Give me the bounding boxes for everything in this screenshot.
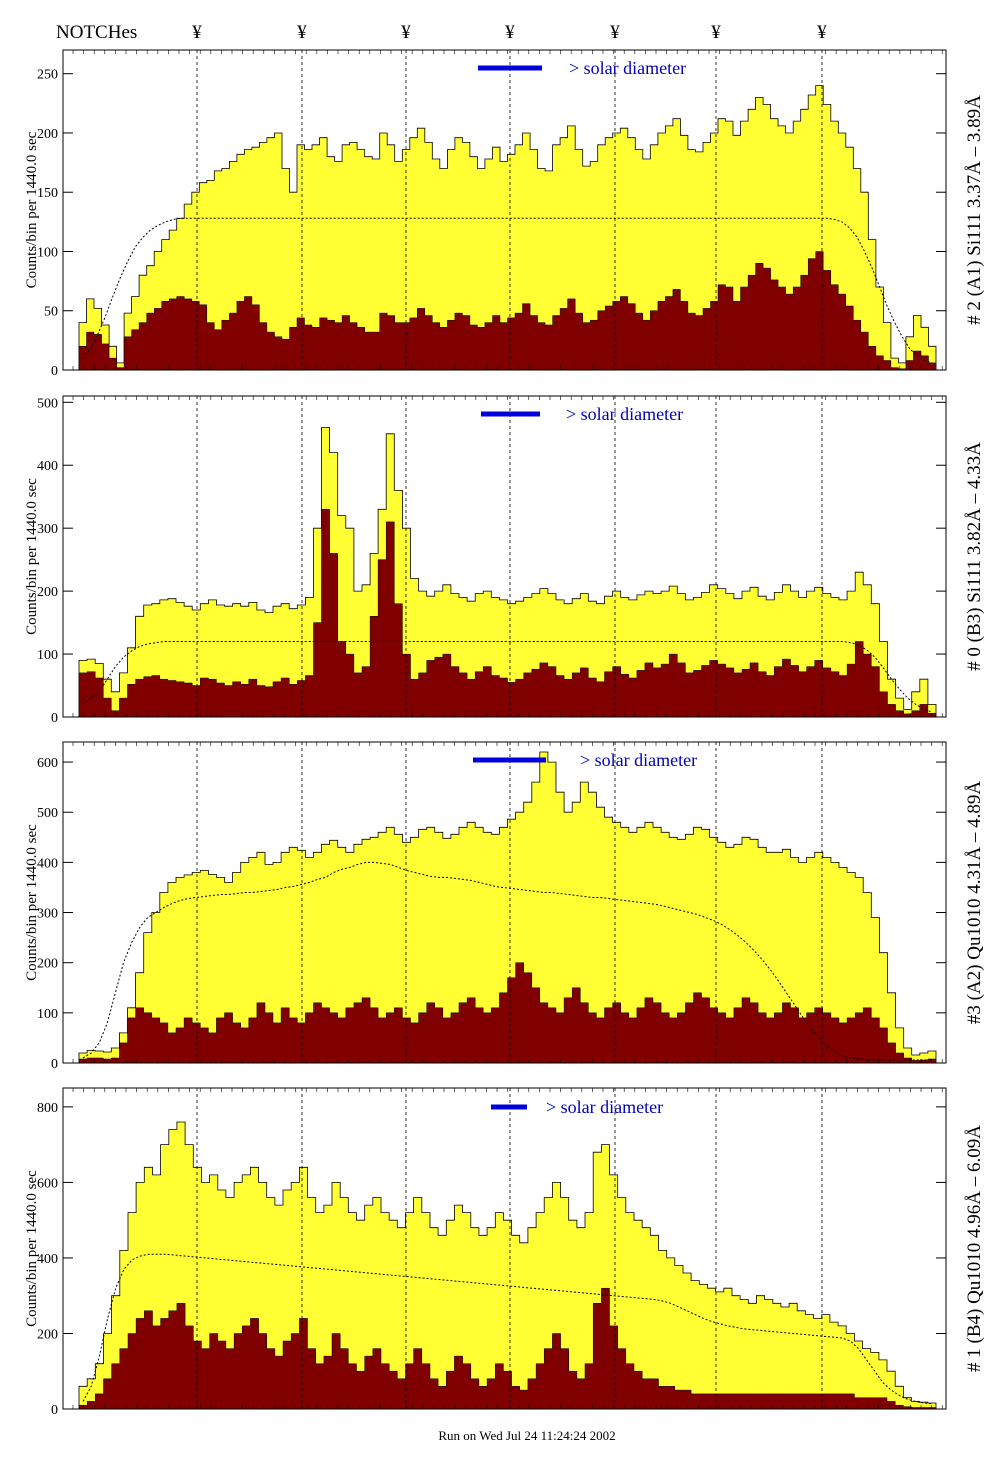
y-tick-label: 250 [37, 68, 58, 83]
y-tick-label: 100 [37, 245, 58, 260]
notch-marker-3: ¥ [401, 22, 411, 43]
y-tick-label: 100 [37, 1007, 58, 1022]
lower-histogram-series [78, 509, 937, 718]
panel-4: 0 200 400 600 800 Counts/bin per 1440.0 sec # … [24, 1087, 985, 1418]
lower-histogram-series [78, 251, 937, 371]
upper-histogram-series [78, 751, 937, 1064]
y-tick-label: 400 [37, 856, 58, 871]
notch-markers: ¥ ¥ ¥ ¥ ¥ ¥ ¥ [192, 22, 827, 43]
y-tick-label: 0 [51, 364, 58, 379]
y-tick-label: 0 [51, 1057, 58, 1072]
notch-marker-2: ¥ [297, 22, 307, 43]
y-tick-label: 400 [37, 459, 58, 474]
y-tick-label: 600 [37, 1176, 58, 1191]
y-axis-label: Counts/bin per 1440.0 sec [24, 478, 40, 635]
y-tick-label: 200 [37, 957, 58, 972]
notches-label: NOTCHes [56, 22, 137, 43]
notch-marker-7: ¥ [817, 22, 827, 43]
y-axis-label: Counts/bin per 1440.0 sec [24, 1170, 40, 1327]
y-tick-label: 300 [37, 522, 58, 537]
y-tick-label: 200 [37, 127, 58, 142]
lower-histogram-series [78, 1287, 937, 1410]
y-tick-label: 400 [37, 1252, 58, 1267]
panels: 0 50 100 150 200 250 Counts/bin per 1440.0 sec… [24, 49, 985, 1418]
model-curve [82, 641, 933, 713]
upper-histogram-series [78, 427, 937, 718]
solar-diameter-label: > solar diameter [569, 58, 686, 78]
model-curve [82, 217, 933, 364]
panel-right-label: # 0 (B3) Si111 3.82Å – 4.33Å [964, 442, 985, 671]
notch-marker-4: ¥ [505, 22, 515, 43]
panel-1: 0 50 100 150 200 250 Counts/bin per 1440.0 sec… [24, 49, 985, 379]
panel-right-label: #3 (A2) Qu1010 4.31Å – 4.89Å [964, 781, 985, 1025]
run-timestamp: Run on Wed Jul 24 11:24:24 2002 [438, 1428, 615, 1443]
y-axis-label: Counts/bin per 1440.0 sec [24, 824, 40, 981]
y-tick-label: 200 [37, 585, 58, 600]
y-tick-label: 500 [37, 806, 58, 821]
notch-marker-1: ¥ [192, 22, 202, 43]
lower-histogram-series [78, 962, 937, 1064]
panel-right-label: # 2 (A1) Si111 3.37Å – 3.89Å [964, 95, 985, 325]
y-tick-label: 0 [51, 1403, 58, 1418]
panel-2: 0 100 200 300 400 500 Counts/bin per 1440.0 se… [24, 395, 985, 726]
notch-marker-6: ¥ [711, 22, 721, 43]
y-tick-label: 600 [37, 756, 58, 771]
model-curve [82, 1253, 932, 1405]
plot-frame [62, 395, 947, 718]
plot-frame [62, 49, 947, 371]
y-tick-label: 500 [37, 396, 58, 411]
solar-diameter-label: > solar diameter [566, 404, 683, 424]
notch-marker-5: ¥ [610, 22, 620, 43]
y-tick-label: 50 [44, 305, 58, 320]
y-tick-label: 300 [37, 907, 58, 922]
y-tick-label: 800 [37, 1101, 58, 1116]
y-axis-label: Counts/bin per 1440.0 sec [24, 131, 40, 288]
y-tick-label: 150 [37, 186, 58, 201]
y-tick-label: 100 [37, 648, 58, 663]
y-tick-label: 0 [51, 711, 58, 726]
y-tick-label: 200 [37, 1327, 58, 1342]
solar-diameter-label: > solar diameter [546, 1097, 663, 1117]
plot-frame [62, 741, 947, 1064]
panel-right-label: # 1 (B4) Qu1010 4.96Å – 6.09Å [964, 1125, 985, 1372]
solar-diameter-label: > solar diameter [580, 750, 697, 770]
panel-3: 0 100 200 300 400 500 600 Counts/bin per 1440.0… [24, 741, 985, 1072]
plot-frame [62, 1087, 947, 1410]
